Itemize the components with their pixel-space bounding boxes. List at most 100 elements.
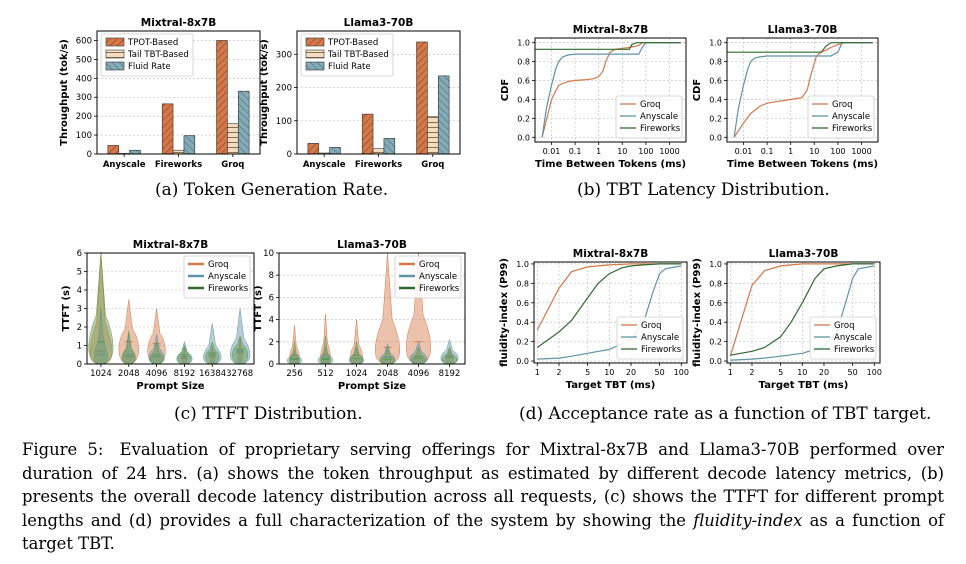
bar — [416, 41, 428, 155]
x-axis-label: Time Between Tokens (ms) — [535, 159, 686, 170]
y-tick-label: 0.6 — [709, 77, 722, 86]
legend-swatch — [105, 37, 125, 47]
bar — [172, 149, 185, 155]
y-tick-label: 0.8 — [709, 279, 722, 288]
x-tick-label: 100 — [638, 147, 653, 156]
chart-title: Llama3-70B — [337, 239, 407, 251]
plot-frame — [86, 252, 255, 365]
chart-d1: 0.0 0.2 0.4 0.6 0.8 1.0 1 2 5 10 20 50 100 Mixtral-8x… — [499, 248, 689, 391]
violin-anyscale — [409, 340, 428, 365]
x-tick-label: 256 — [286, 369, 302, 379]
legend-label: Fireworks — [208, 284, 249, 294]
violin-fireworks — [289, 341, 300, 365]
x-tick-label: 512 — [317, 369, 333, 379]
y-tick-label: 4 — [269, 316, 274, 326]
plot-frame — [533, 261, 688, 364]
chart-title: Llama3-70B — [769, 248, 839, 260]
y-axis-label: CDF — [692, 79, 703, 101]
violin-groq — [181, 347, 187, 365]
legend-label: TPOT-Based — [127, 38, 178, 48]
violin-fireworks — [441, 346, 458, 365]
y-tick-label: 0 — [287, 150, 292, 160]
y-tick-label: 0.0 — [709, 357, 722, 366]
x-tick-label: 10 — [604, 368, 614, 377]
violin-anyscale — [203, 323, 222, 365]
y-tick-label: 6 — [269, 293, 274, 303]
subcaption-d: (d) Acceptance rate as a function of TBT… — [519, 404, 932, 424]
legend-label: Fireworks — [832, 124, 873, 134]
x-tick-label: 1000 — [659, 147, 679, 156]
x-tick-label: 1 — [788, 147, 793, 156]
y-tick-label: 0.8 — [709, 58, 722, 67]
bar — [427, 116, 439, 155]
series-line-anyscale — [541, 42, 681, 138]
chart-title: Mixtral-8x7B — [573, 24, 648, 36]
y-axis-label: fluidity-index (P99) — [692, 258, 703, 367]
series-line-anyscale — [733, 42, 873, 138]
violin-fireworks — [121, 330, 136, 365]
chart-b1: 0.0 0.2 0.4 0.6 0.8 1.0 0.01 0.1 1 10 100 1000 Mixtr… — [500, 24, 687, 170]
legend-swatch — [105, 49, 125, 59]
y-tick-label: 1.0 — [709, 260, 722, 269]
chart-title: Mixtral-8x7B — [141, 17, 216, 29]
x-tick-label: Groq — [221, 160, 244, 170]
legend-label: Anyscale — [208, 272, 246, 282]
y-tick-label: 1.0 — [516, 260, 529, 269]
y-tick-label: 500 — [76, 55, 92, 65]
subcaption-a: (a) Token Generation Rate. — [155, 180, 389, 200]
y-axis-label: CDF — [500, 79, 511, 101]
legend-label: Fireworks — [641, 345, 682, 355]
chart-title: Llama3-70B — [344, 17, 414, 29]
chart-title: Mixtral-8x7B — [573, 248, 648, 260]
chart-a2: 0 100 200 300 Anyscale Fireworks Groq Llama3-70… — [259, 17, 461, 170]
x-tick-label: 4096 — [146, 369, 168, 379]
x-tick-label: 1 — [535, 368, 540, 377]
y-axis-label: TTFT (s) — [253, 285, 264, 331]
x-tick-label: 100 — [674, 368, 689, 377]
x-axis-label: Time Between Tokens (ms) — [727, 159, 878, 170]
x-tick-label: Fireworks — [155, 160, 202, 170]
x-tick-label: 10 — [809, 147, 819, 156]
y-tick-label: 300 — [76, 93, 92, 103]
y-axis-label: fluidity-index (P99) — [499, 258, 510, 367]
x-tick-label: 2048 — [118, 369, 140, 379]
legend-label: Groq — [832, 100, 853, 110]
x-tick-label: 5 — [585, 368, 590, 377]
violin-groq — [320, 314, 331, 365]
x-tick-label: 2 — [749, 368, 754, 377]
legend-label: Fireworks — [834, 345, 875, 355]
series-line-groq — [733, 42, 873, 138]
x-tick-label: 5 — [778, 368, 783, 377]
legend-label: Fluid Rate — [128, 62, 171, 72]
y-tick-label: 0.8 — [516, 279, 529, 288]
y-tick-label: 0.4 — [709, 95, 722, 104]
bar — [437, 75, 450, 155]
x-tick-label: 0.01 — [543, 147, 561, 156]
figure-caption: Figure 5: Evaluation of proprietary serv… — [22, 438, 944, 556]
subcaption-c: (c) TTFT Distribution. — [174, 404, 363, 424]
legend-swatch — [105, 61, 125, 71]
y-tick-label: 1 — [77, 342, 82, 352]
y-tick-label: 200 — [76, 112, 92, 122]
y-tick-label: 1.0 — [709, 39, 722, 48]
violin-groq — [289, 325, 300, 365]
y-tick-label: 8 — [269, 271, 274, 281]
bar — [107, 145, 120, 155]
plot-frame — [96, 30, 261, 155]
y-tick-label: 6 — [77, 249, 82, 259]
bar — [329, 147, 341, 155]
y-tick-label: 3 — [77, 305, 82, 315]
y-tick-label: 4 — [77, 286, 82, 296]
legend-label: Groq — [208, 260, 229, 270]
chart-d2: 0.0 0.2 0.4 0.6 0.8 1.0 1 2 5 10 20 50 100 Llama3-70B… — [692, 248, 882, 391]
y-tick-label: 0.0 — [516, 357, 529, 366]
violin-fireworks — [149, 341, 164, 365]
y-tick-label: 10 — [263, 249, 274, 259]
legend-label: Anyscale — [641, 333, 679, 343]
x-tick-label: 8192 — [439, 369, 461, 379]
violin-anyscale — [176, 340, 193, 365]
y-tick-label: 0.2 — [709, 338, 722, 347]
y-tick-label: 0.8 — [517, 58, 530, 67]
legend-label: Anyscale — [419, 272, 457, 282]
violin-fireworks — [320, 336, 331, 365]
